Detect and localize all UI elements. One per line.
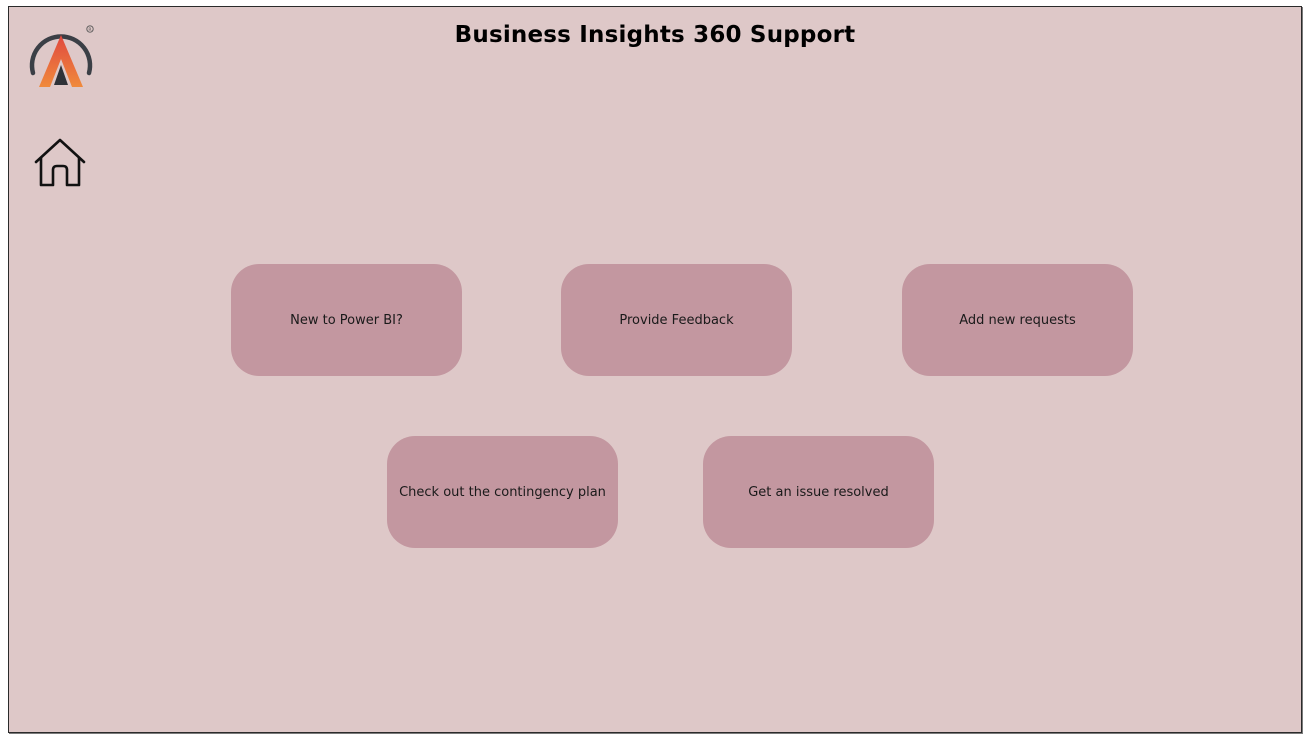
tile-label: Check out the contingency plan — [399, 484, 606, 500]
brand-a-logo-icon: R — [27, 23, 95, 91]
report-canvas: R Business Insights 360 Support New to P… — [8, 6, 1302, 733]
provide-feedback-button[interactable]: Provide Feedback — [561, 264, 792, 376]
add-new-requests-button[interactable]: Add new requests — [902, 264, 1133, 376]
tile-label: Provide Feedback — [619, 312, 734, 328]
contingency-plan-button[interactable]: Check out the contingency plan — [387, 436, 618, 548]
get-issue-resolved-button[interactable]: Get an issue resolved — [703, 436, 934, 548]
tile-label: Get an issue resolved — [748, 484, 889, 500]
svg-text:R: R — [88, 27, 92, 33]
new-to-power-bi-button[interactable]: New to Power BI? — [231, 264, 462, 376]
home-icon[interactable] — [33, 138, 87, 188]
tile-label: New to Power BI? — [290, 312, 403, 328]
tile-label: Add new requests — [959, 312, 1076, 328]
page-title: Business Insights 360 Support — [454, 22, 856, 48]
